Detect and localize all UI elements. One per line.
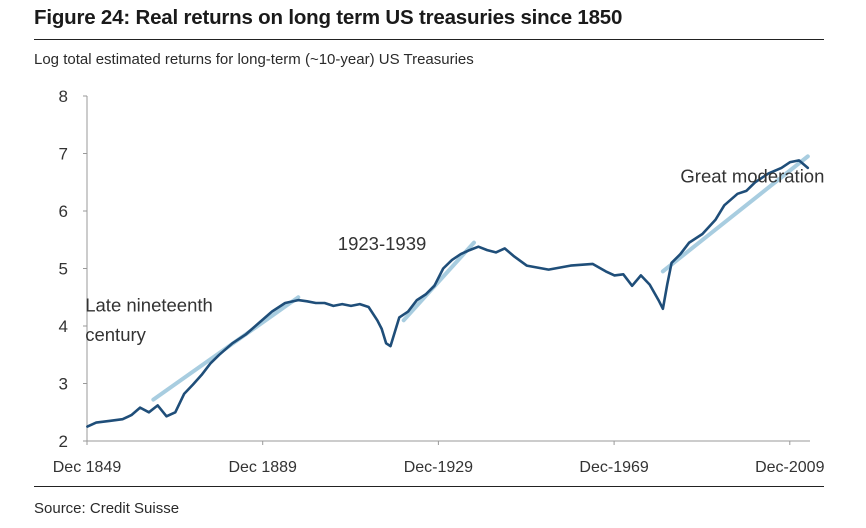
- figure-title: Figure 24: Real returns on long term US …: [34, 6, 623, 29]
- y-tick-label: 7: [59, 145, 68, 164]
- x-axis-ticks: Dec 1849 Dec 1889 Dec-1929 Dec-1969 Dec-2009: [53, 441, 825, 476]
- source-note: Source: Credit Suisse: [34, 500, 180, 517]
- y-tick-label: 2: [59, 432, 68, 451]
- annotation-label: 1923-1939: [338, 233, 426, 254]
- footer-rule: [34, 486, 824, 487]
- x-tick-label: Dec-1929: [404, 459, 473, 476]
- trend-line: [660, 154, 810, 274]
- y-tick-label: 3: [59, 375, 68, 394]
- trend-line: [401, 240, 476, 323]
- series-line: [86, 159, 810, 428]
- x-tick-label: Dec 1849: [53, 459, 122, 476]
- y-axis-ticks: 2 3 4 5 6 7 8: [59, 87, 87, 451]
- annotation-label: Great moderation: [680, 165, 824, 186]
- annotation-label: Late nineteenth: [85, 295, 213, 316]
- annotation-label: century: [85, 324, 146, 345]
- annotations: Late nineteenth century 1923-1939 Great mod…: [85, 165, 824, 345]
- chart-subtitle: Log total estimated returns for long-ter…: [34, 51, 474, 68]
- y-tick-label: 8: [59, 87, 68, 106]
- x-tick-label: Dec-2009: [755, 459, 824, 476]
- title-rule: [34, 39, 824, 40]
- series-group: [86, 159, 810, 428]
- x-tick-label: Dec-1969: [579, 459, 648, 476]
- y-tick-label: 4: [59, 317, 68, 336]
- y-tick-label: 6: [59, 202, 68, 221]
- x-tick-label: Dec 1889: [228, 459, 297, 476]
- trend-lines: [151, 154, 810, 402]
- y-tick-label: 5: [59, 260, 68, 279]
